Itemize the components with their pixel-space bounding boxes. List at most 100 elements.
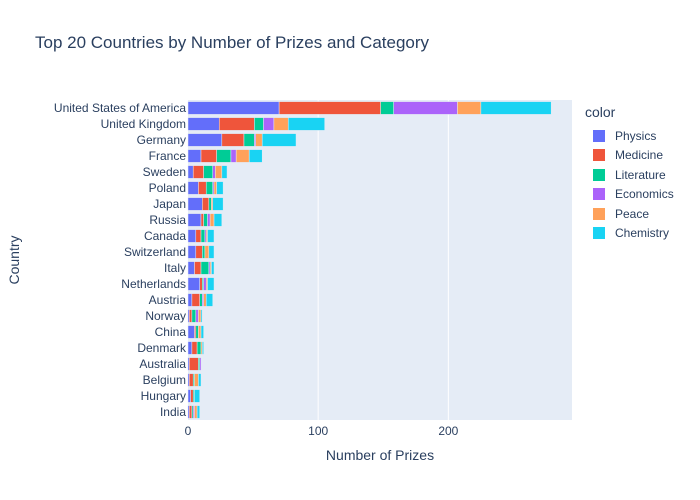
bar-segment[interactable] <box>216 149 232 163</box>
bar-segment[interactable] <box>457 101 482 115</box>
legend-item[interactable]: Peace <box>585 204 674 224</box>
bar-segment[interactable] <box>189 309 193 323</box>
bar-segment[interactable] <box>187 117 220 131</box>
bar-segment[interactable] <box>187 293 193 307</box>
bar-segment[interactable] <box>198 309 202 323</box>
bar-segment[interactable] <box>187 389 191 403</box>
bar-segment[interactable] <box>278 101 381 115</box>
bar-segment[interactable] <box>191 293 200 307</box>
bar-segment[interactable] <box>202 197 210 211</box>
bar-segment[interactable] <box>187 341 193 355</box>
bar-segment[interactable] <box>195 325 199 339</box>
bar-segment[interactable] <box>380 101 394 115</box>
bar-segment[interactable] <box>207 213 211 227</box>
bar-segment[interactable] <box>196 341 202 355</box>
bar-segment[interactable] <box>187 197 203 211</box>
bar-segment[interactable] <box>187 165 194 179</box>
bar-segment[interactable] <box>189 373 194 387</box>
bar-segment[interactable] <box>202 245 206 259</box>
bar-segment[interactable] <box>200 213 204 227</box>
bar-segment[interactable] <box>202 341 204 355</box>
bar-segment[interactable] <box>480 101 552 115</box>
y-tick-label: Germany <box>137 133 186 147</box>
bar-segment[interactable] <box>211 261 215 275</box>
bar-segment[interactable] <box>221 165 228 179</box>
bar-segment[interactable] <box>194 389 200 403</box>
bar-segment[interactable] <box>187 261 195 275</box>
bar-segment[interactable] <box>212 165 216 179</box>
bar-segment[interactable] <box>200 149 217 163</box>
bar-segment[interactable] <box>215 165 223 179</box>
bar-segment[interactable] <box>199 277 203 291</box>
bar-segment[interactable] <box>213 181 217 195</box>
bar-segment[interactable] <box>205 181 213 195</box>
bar-segment[interactable] <box>189 357 199 371</box>
bar-segment[interactable] <box>255 133 263 147</box>
bar-segment[interactable] <box>248 149 263 163</box>
bar-segment[interactable] <box>198 325 202 339</box>
bar-segment[interactable] <box>196 405 200 419</box>
y-tick-label: Norway <box>145 309 186 323</box>
bar-segment[interactable] <box>187 325 195 339</box>
bar-segment[interactable] <box>230 149 237 163</box>
legend-item[interactable]: Physics <box>585 126 674 146</box>
bar-segment[interactable] <box>198 181 207 195</box>
bars[interactable] <box>187 101 552 419</box>
bar-segment[interactable] <box>199 293 203 307</box>
legend-item[interactable]: Medicine <box>585 146 674 166</box>
y-tick-label: Sweden <box>143 165 186 179</box>
bar-segment[interactable] <box>216 181 224 195</box>
bar-segment[interactable] <box>191 341 198 355</box>
bar-segment[interactable] <box>187 277 200 291</box>
bar-segment[interactable] <box>200 309 203 323</box>
bar-segment[interactable] <box>187 229 197 243</box>
bar-segment[interactable] <box>203 165 213 179</box>
legend-item[interactable]: Chemistry <box>585 224 674 244</box>
bar-segment[interactable] <box>195 309 199 323</box>
bar-segment[interactable] <box>393 101 458 115</box>
bar-segment[interactable] <box>198 373 202 387</box>
bar-segment[interactable] <box>203 277 207 291</box>
bar-segment[interactable] <box>261 133 297 147</box>
bar-segment[interactable] <box>199 357 202 371</box>
bar-segment[interactable] <box>207 229 215 243</box>
bar-segment[interactable] <box>195 245 203 259</box>
bar-segment[interactable] <box>207 277 215 291</box>
bar-segment[interactable] <box>205 293 213 307</box>
bar-segment[interactable] <box>287 117 325 131</box>
bar-segment[interactable] <box>200 325 204 339</box>
bar-segment[interactable] <box>243 133 255 147</box>
legend-item[interactable]: Economics <box>585 185 674 205</box>
bar-segment[interactable] <box>203 293 207 307</box>
bar-segment[interactable] <box>254 117 264 131</box>
bar-segment[interactable] <box>208 197 212 211</box>
bar-segment[interactable] <box>187 149 202 163</box>
legend-item[interactable]: Literature <box>585 165 674 185</box>
bar-segment[interactable] <box>273 117 289 131</box>
bar-segment[interactable] <box>204 245 210 259</box>
bar-segment[interactable] <box>208 245 215 259</box>
bar-segment[interactable] <box>191 309 197 323</box>
bar-segment[interactable] <box>235 149 250 163</box>
bar-segment[interactable] <box>194 373 199 387</box>
bar-segment[interactable] <box>194 405 198 419</box>
bar-segment[interactable] <box>187 245 197 259</box>
bar-segment[interactable] <box>194 261 202 275</box>
bar-segment[interactable] <box>190 389 194 403</box>
bar-segment[interactable] <box>187 101 280 115</box>
bar-segment[interactable] <box>209 213 215 227</box>
bar-segment[interactable] <box>221 133 245 147</box>
bar-segment[interactable] <box>203 213 208 227</box>
bar-segment[interactable] <box>263 117 275 131</box>
bar-segment[interactable] <box>187 181 199 195</box>
bar-segment[interactable] <box>192 165 204 179</box>
bar-segment[interactable] <box>212 197 224 211</box>
bar-segment[interactable] <box>187 213 202 227</box>
bar-segment[interactable] <box>213 213 223 227</box>
bar-segment[interactable] <box>218 117 255 131</box>
bar-segment[interactable] <box>187 133 223 147</box>
bar-segment[interactable] <box>200 229 206 243</box>
bar-segment[interactable] <box>200 261 210 275</box>
bar-segment[interactable] <box>189 405 193 419</box>
bar-segment[interactable] <box>195 229 202 243</box>
